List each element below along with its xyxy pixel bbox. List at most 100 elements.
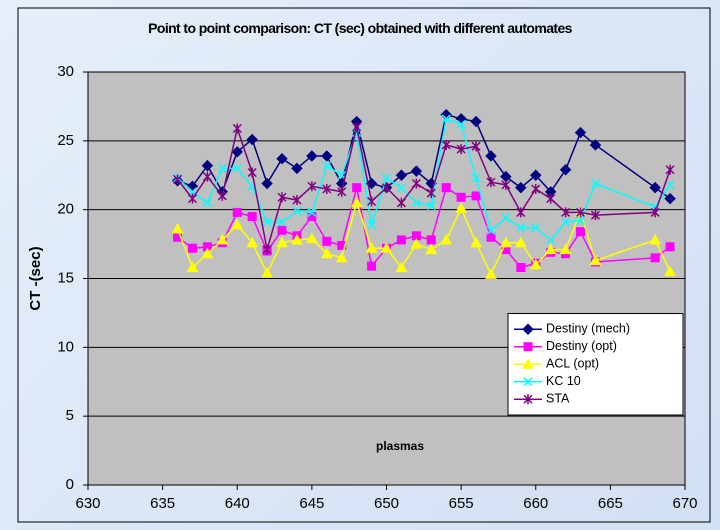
legend-marker bbox=[523, 377, 533, 387]
marker bbox=[486, 232, 496, 242]
legend-label: KC 10 bbox=[546, 374, 581, 388]
marker bbox=[322, 184, 332, 195]
marker bbox=[665, 180, 675, 190]
marker bbox=[277, 192, 287, 203]
marker bbox=[650, 207, 660, 218]
marker bbox=[665, 164, 675, 175]
marker bbox=[531, 184, 541, 195]
marker bbox=[649, 233, 661, 245]
marker bbox=[425, 243, 438, 255]
chart-border bbox=[17, 7, 711, 523]
marker bbox=[441, 183, 451, 193]
y-tick-label: 20 bbox=[57, 201, 74, 218]
marker bbox=[649, 181, 661, 194]
marker bbox=[262, 217, 272, 227]
marker bbox=[441, 114, 451, 124]
marker bbox=[455, 202, 467, 213]
marker bbox=[665, 242, 675, 252]
y-tick-label: 15 bbox=[57, 269, 74, 286]
y-axis-label: CT -(sec) bbox=[27, 246, 44, 310]
marker bbox=[486, 225, 496, 235]
marker bbox=[470, 115, 482, 128]
marker bbox=[501, 213, 511, 223]
marker bbox=[187, 193, 198, 204]
marker bbox=[441, 139, 451, 150]
marker bbox=[307, 181, 317, 192]
x-tick-label: 640 bbox=[225, 495, 250, 512]
marker bbox=[201, 247, 214, 259]
marker bbox=[246, 236, 259, 248]
marker bbox=[561, 207, 571, 218]
x-tick-label: 635 bbox=[150, 495, 175, 512]
marker bbox=[201, 159, 214, 172]
marker bbox=[544, 243, 557, 255]
legend-label: Destiny (mech) bbox=[546, 322, 630, 336]
marker bbox=[381, 173, 392, 183]
marker bbox=[202, 198, 212, 208]
marker bbox=[426, 201, 436, 211]
marker bbox=[247, 212, 257, 222]
marker bbox=[277, 225, 287, 235]
marker bbox=[411, 198, 421, 208]
marker bbox=[186, 261, 199, 272]
marker bbox=[232, 123, 242, 134]
marker bbox=[365, 242, 378, 253]
legend-label: ACL (opt) bbox=[546, 357, 599, 371]
marker bbox=[247, 167, 257, 178]
marker bbox=[546, 235, 556, 245]
marker bbox=[367, 220, 377, 230]
marker bbox=[320, 247, 333, 259]
marker bbox=[559, 164, 572, 176]
marker bbox=[410, 238, 423, 249]
marker bbox=[531, 223, 541, 233]
marker bbox=[590, 178, 600, 189]
x-tick-label: 670 bbox=[672, 495, 697, 512]
marker bbox=[321, 150, 333, 162]
marker bbox=[440, 233, 453, 245]
marker bbox=[202, 171, 212, 182]
marker bbox=[262, 244, 272, 255]
chart-title: Point to point comparison: CT (sec) obta… bbox=[148, 20, 572, 36]
marker bbox=[456, 192, 466, 202]
marker bbox=[650, 253, 660, 263]
legend-marker bbox=[523, 394, 533, 405]
marker bbox=[589, 139, 602, 151]
marker bbox=[590, 210, 600, 221]
marker bbox=[277, 217, 287, 227]
marker bbox=[530, 169, 542, 181]
marker bbox=[352, 183, 362, 193]
x-tick-label: 655 bbox=[449, 495, 474, 512]
marker bbox=[575, 216, 586, 226]
marker bbox=[485, 150, 497, 162]
marker bbox=[350, 196, 363, 208]
marker bbox=[217, 163, 227, 173]
marker bbox=[575, 207, 586, 218]
y-tick-label: 0 bbox=[66, 476, 74, 493]
marker bbox=[426, 188, 436, 199]
marker bbox=[456, 144, 466, 155]
x-tick-label: 665 bbox=[598, 495, 623, 512]
marker bbox=[306, 232, 318, 244]
marker bbox=[381, 182, 392, 193]
marker bbox=[516, 223, 526, 233]
marker bbox=[500, 236, 512, 248]
legend-marker bbox=[523, 342, 533, 352]
y-tick-label: 10 bbox=[57, 338, 74, 355]
marker bbox=[574, 126, 587, 139]
marker bbox=[395, 261, 408, 272]
marker bbox=[546, 193, 556, 204]
legend-marker bbox=[522, 358, 534, 369]
marker bbox=[559, 243, 572, 255]
marker bbox=[396, 197, 406, 208]
marker bbox=[516, 207, 526, 218]
marker bbox=[367, 261, 377, 271]
x-tick-label: 650 bbox=[374, 495, 399, 512]
marker bbox=[516, 262, 526, 272]
marker bbox=[426, 235, 436, 245]
marker bbox=[171, 222, 184, 234]
marker bbox=[470, 236, 482, 248]
legend-label: STA bbox=[546, 392, 570, 406]
x-axis-label: plasmas bbox=[376, 439, 424, 453]
x-tick-label: 645 bbox=[299, 495, 324, 512]
marker bbox=[529, 258, 542, 270]
